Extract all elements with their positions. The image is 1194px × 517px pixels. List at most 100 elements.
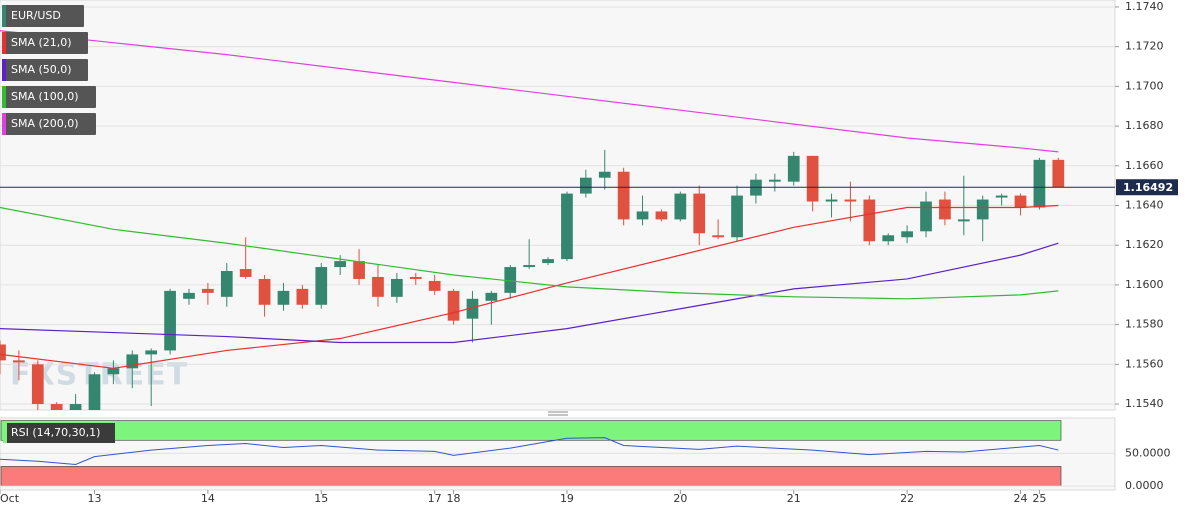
- rsi-tick-label: 0.0000: [1125, 479, 1164, 492]
- candle-body: [202, 288, 214, 293]
- rsi-line: [0, 437, 1059, 465]
- candle-body: [69, 404, 82, 410]
- candle-body: [920, 201, 932, 232]
- y-tick-label: 1.1680: [1125, 119, 1164, 132]
- sma-line: [0, 30, 1059, 153]
- candle-body: [731, 195, 743, 238]
- y-tick-label: 1.1560: [1125, 357, 1164, 370]
- x-tick-label: 17: [428, 492, 442, 505]
- candle-body: [353, 261, 365, 279]
- y-tick-label: 1.1700: [1125, 79, 1164, 92]
- candle-body: [31, 364, 44, 405]
- x-tick-label: 19: [560, 492, 574, 505]
- overbought-band: [0, 420, 1062, 441]
- x-tick-label: 21: [787, 492, 801, 505]
- candle-body: [806, 155, 819, 202]
- symbol-label: EUR/USD: [11, 9, 61, 22]
- candle-body: [693, 193, 706, 234]
- candle-body: [13, 360, 25, 363]
- candle-body: [712, 235, 724, 238]
- candle-body: [126, 354, 139, 369]
- y-tick-label: 1.1540: [1125, 397, 1164, 410]
- candle-body: [957, 219, 970, 222]
- y-tick-label: 1.1620: [1125, 238, 1164, 251]
- x-tick-label: 18: [447, 492, 461, 505]
- y-tick-label: 1.1660: [1125, 159, 1164, 172]
- candle-body: [0, 344, 6, 361]
- candle-body: [372, 276, 384, 297]
- symbol-swatch: [2, 5, 6, 27]
- candle-body: [901, 231, 913, 238]
- y-tick-label: 1.1720: [1125, 40, 1164, 53]
- oversold-band: [0, 466, 1062, 487]
- x-tick-label: 14: [201, 492, 215, 505]
- x-tick-label: 24: [1014, 492, 1028, 505]
- x-tick-label: 13: [87, 492, 101, 505]
- legend-entry-swatch: [2, 86, 6, 108]
- candle-body: [391, 278, 403, 297]
- candle-body: [787, 155, 800, 182]
- legend-entry-swatch: [2, 113, 6, 135]
- candle-body: [183, 292, 195, 299]
- legend-entry-label: SMA (100,0): [11, 90, 79, 103]
- candle-body: [768, 179, 781, 182]
- candle-body: [598, 171, 611, 178]
- candle-body: [466, 298, 479, 319]
- legend-entry-box: [2, 59, 88, 81]
- candle-body: [523, 265, 536, 268]
- candle-body: [825, 199, 838, 202]
- sma-line: [0, 204, 1059, 369]
- candle-body: [239, 269, 252, 277]
- candle-body: [655, 211, 668, 220]
- candle-body: [882, 235, 895, 242]
- candle-body: [164, 290, 176, 351]
- current-price-label: 1.16492: [1123, 181, 1173, 194]
- candle-body: [1052, 159, 1065, 188]
- candle-body: [1033, 159, 1046, 208]
- candle-body: [939, 199, 951, 220]
- candle-body: [579, 177, 592, 194]
- candle-body: [844, 199, 857, 202]
- rsi-label-box: [3, 423, 115, 443]
- candle-body: [220, 271, 233, 297]
- candle-body: [674, 193, 687, 220]
- candle-body: [50, 404, 63, 410]
- x-tick-label: 25: [1032, 492, 1046, 505]
- candle-body: [485, 292, 498, 301]
- current-price-box: [1116, 179, 1178, 196]
- x-tick-label: 20: [673, 492, 687, 505]
- sma-line: [0, 242, 1059, 344]
- candle-body: [863, 199, 876, 242]
- legend-entry-swatch: [2, 32, 6, 54]
- legend-entry-box: [2, 113, 96, 135]
- y-tick-label: 1.1640: [1125, 198, 1164, 211]
- candle-body: [1014, 195, 1027, 208]
- candle-body: [277, 290, 290, 305]
- candle-body: [409, 276, 422, 279]
- legend-entry-label: SMA (50,0): [11, 63, 72, 76]
- candle-body: [976, 199, 989, 220]
- legend-entry-box: [2, 86, 96, 108]
- rsi-tick-label: 50.0000: [1125, 446, 1171, 459]
- candle-body: [334, 261, 347, 268]
- candle-body: [542, 259, 554, 264]
- candle-body: [636, 211, 649, 220]
- x-tick-label: 22: [900, 492, 914, 505]
- rsi-label: RSI (14,70,30,1): [11, 426, 100, 439]
- legend-entry-swatch: [2, 59, 6, 81]
- candle-body: [995, 195, 1008, 198]
- rsi-label-swatch: [3, 423, 7, 443]
- symbol-box: [2, 5, 84, 27]
- sma-line: [0, 206, 1059, 300]
- x-tick-label: Oct: [0, 492, 20, 505]
- candle-body: [296, 288, 309, 305]
- y-tick-label: 1.1600: [1125, 278, 1164, 291]
- candle-body: [88, 374, 101, 410]
- candle-body: [315, 267, 328, 305]
- candle-body: [258, 278, 271, 305]
- y-tick-label: 1.1740: [1125, 0, 1164, 13]
- candle-body: [504, 267, 517, 293]
- legend-entry-label: SMA (21,0): [11, 36, 72, 49]
- candle-body: [428, 280, 441, 291]
